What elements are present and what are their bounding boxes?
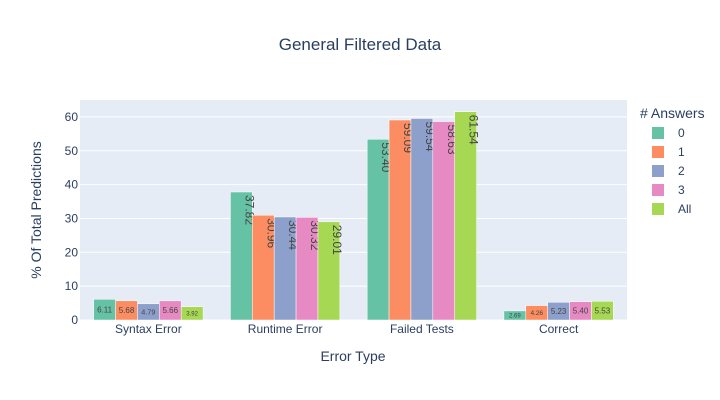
legend-item-label: 0 [678, 126, 685, 140]
bar-value-label: 4.79 [141, 307, 155, 316]
bar-value-label: 61.54 [467, 115, 481, 145]
x-tick-label: Failed Tests [390, 322, 454, 336]
x-tick-label: Runtime Error [248, 322, 323, 336]
legend-item-label: 3 [678, 183, 685, 197]
bar-value-label: 4.26 [530, 310, 543, 317]
bar-value-label: 5.53 [595, 306, 611, 315]
bar[interactable] [591, 301, 614, 321]
legend-item-label: 1 [678, 145, 685, 159]
bar[interactable] [317, 221, 341, 321]
legend-swatch [652, 184, 664, 196]
legend-item-label: 2 [678, 164, 685, 178]
x-tick-labels: Syntax Error Runtime Error Failed Tests Cor… [115, 322, 579, 336]
y-tick-label: 20 [65, 245, 79, 259]
bar-value-label: 3.92 [186, 311, 198, 317]
y-axis-title: % Of Total Predictions [28, 141, 44, 278]
y-tick-label: 0 [71, 313, 78, 327]
legend-swatch [652, 127, 664, 139]
legend-swatch [652, 165, 664, 177]
bar-value-label: 5.66 [162, 306, 178, 315]
bar-value-label: 5.68 [119, 306, 135, 315]
bar[interactable] [454, 111, 477, 321]
bar-value-label: 29.01 [330, 225, 344, 255]
legend-swatch [652, 146, 664, 158]
plot-area [80, 100, 627, 320]
bar-value-label: 2.69 [509, 314, 521, 320]
y-tick-label: 30 [65, 211, 79, 225]
y-tick-labels: 0 10 20 30 40 50 60 [65, 110, 79, 327]
x-tick-label: Correct [539, 322, 579, 336]
bar-value-label: 5.23 [551, 307, 567, 316]
y-tick-label: 40 [65, 178, 79, 192]
y-tick-label: 60 [65, 110, 79, 124]
grid-lines [80, 116, 627, 321]
bar-value-label: 6.11 [97, 305, 113, 314]
x-axis-title: Error Type [320, 348, 385, 364]
y-tick-label: 50 [65, 144, 79, 158]
legend-title: # Answers [640, 105, 705, 121]
bar-value-label: 5.40 [573, 307, 589, 316]
x-tick-label: Syntax Error [115, 322, 182, 336]
legend[interactable]: # Answers 0 1 2 3 All [640, 105, 705, 216]
legend-swatch [652, 203, 664, 215]
legend-item-label: All [678, 202, 691, 216]
chart-title: General Filtered Data [279, 35, 442, 54]
y-tick-label: 10 [65, 279, 79, 293]
bar[interactable] [180, 306, 204, 321]
